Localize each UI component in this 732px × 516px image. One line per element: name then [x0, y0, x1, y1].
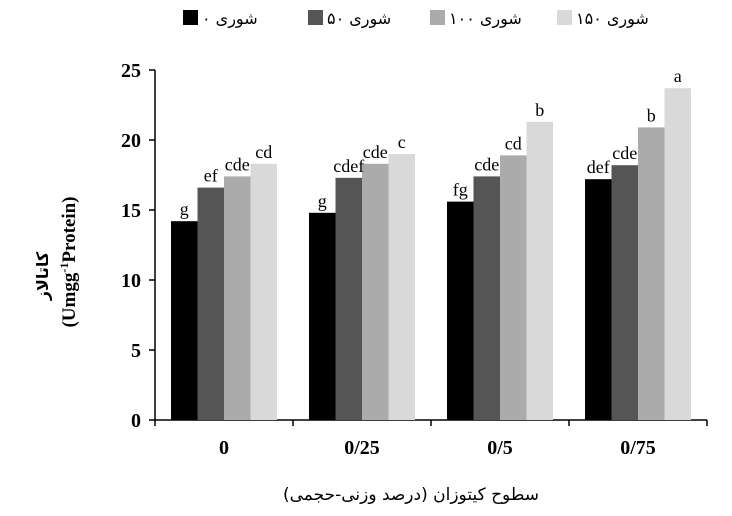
y-axis-label: کاتالاز [33, 251, 52, 301]
bar-label: c [398, 132, 406, 152]
legend-swatch [430, 10, 445, 25]
bar [638, 127, 665, 421]
bar-label: cde [474, 154, 499, 174]
y-tick-label: 25 [121, 60, 141, 82]
bar [197, 187, 224, 420]
bar [447, 201, 474, 420]
x-tick-label: 0/75 [620, 437, 656, 459]
legend-label: شوری ۰ [202, 9, 258, 29]
legend-label: شوری ۵۰ [327, 9, 391, 29]
y-axis-title: کاتالاز (Umgg-1Protein) [33, 196, 80, 327]
y-tick-label: 20 [121, 130, 141, 152]
bar [224, 176, 251, 420]
bar-label: fg [453, 180, 468, 200]
bar-label: cd [255, 142, 272, 162]
y-tick-label: 0 [131, 410, 141, 432]
bar [250, 163, 277, 421]
legend-swatch [557, 10, 572, 25]
bar-label: g [180, 199, 189, 219]
x-tick-label: 0 [219, 437, 229, 459]
y-axis-unit-sup: -1 [57, 263, 71, 273]
bar-label: ef [204, 166, 218, 186]
bar [585, 179, 612, 420]
bar-label: cd [505, 133, 522, 153]
bars [171, 88, 691, 421]
x-tick-label: 0/5 [487, 437, 513, 459]
y-tick-label: 10 [121, 270, 141, 292]
y-axis: 0 5 10 15 20 25 [121, 60, 156, 432]
x-axis-label: سطوح کیتوزان (درصد وزنی-حجمی) [283, 485, 539, 505]
x-tick-label: 0/25 [344, 437, 380, 459]
bar [526, 121, 553, 421]
legend-swatch [183, 10, 198, 25]
bar [309, 212, 336, 420]
legend: شوری ۰ شوری ۵۰ شوری ۱۰۰ شوری ۱۵۰ [183, 9, 649, 29]
bar-label: b [647, 105, 656, 125]
bar [362, 163, 389, 421]
bar-label: def [587, 157, 610, 177]
y-tick-label: 15 [121, 200, 141, 222]
y-axis-unit: (Umgg-1Protein) [57, 196, 80, 327]
bar [171, 221, 198, 420]
bar [388, 154, 415, 420]
bar-label: g [318, 191, 327, 211]
bar [500, 155, 527, 420]
bar [335, 177, 362, 420]
bar-label: b [535, 100, 544, 120]
y-axis-unit-prefix: (Umgg [59, 272, 80, 327]
bar-label: cdef [333, 156, 364, 176]
legend-label: شوری ۱۰۰ [449, 9, 522, 29]
y-axis-unit-suffix: Protein) [59, 196, 80, 262]
bar [664, 88, 691, 420]
bar [473, 176, 500, 420]
bar-label: cde [612, 143, 637, 163]
legend-label: شوری ۱۵۰ [576, 9, 649, 29]
legend-swatch [308, 10, 323, 25]
bar-label: cde [363, 142, 388, 162]
bar-label: a [674, 66, 682, 86]
x-axis: 0 0/25 0/5 0/75 [154, 419, 708, 459]
bar-label: cde [225, 154, 250, 174]
bar [611, 165, 638, 420]
y-tick-label: 5 [131, 340, 141, 362]
